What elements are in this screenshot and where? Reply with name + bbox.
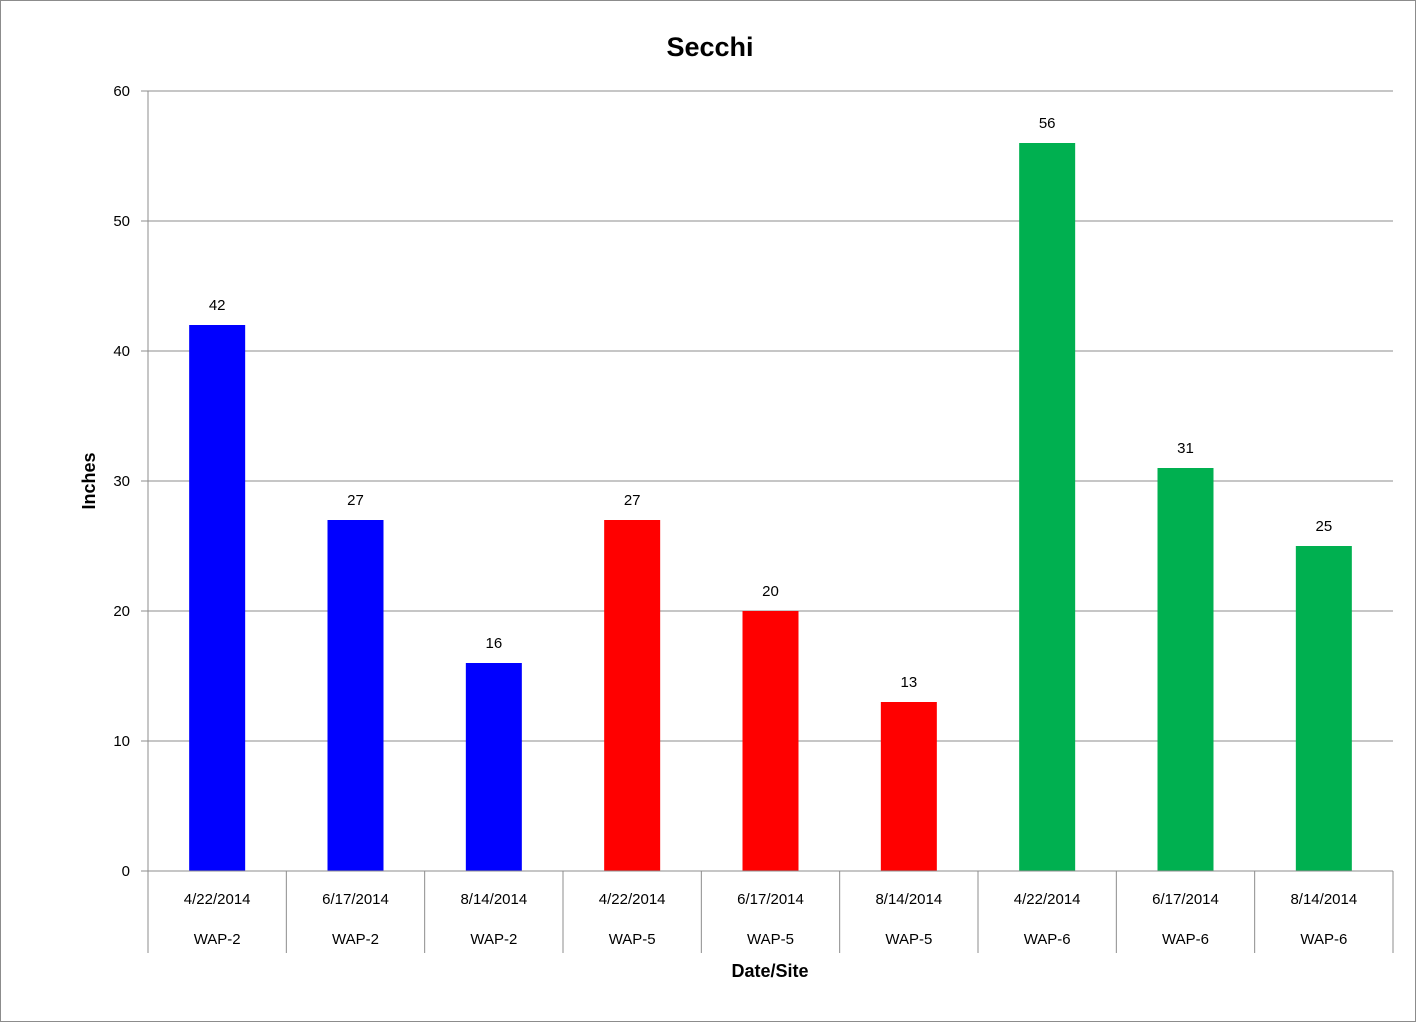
x-category-site: WAP-2 (194, 931, 241, 948)
y-axis-title: Inches (79, 452, 99, 509)
x-category-date: 4/22/2014 (599, 891, 666, 908)
y-axis-ticks: 0 10 20 30 40 50 60 (113, 83, 148, 880)
x-category-site: WAP-5 (747, 931, 794, 948)
x-category-date: 6/17/2014 (737, 891, 804, 908)
x-category-date: 6/17/2014 (322, 891, 389, 908)
x-axis-title: Date/Site (731, 961, 808, 981)
x-category-date: 8/14/2014 (460, 891, 527, 908)
x-category-site: WAP-2 (332, 931, 379, 948)
x-category-site: WAP-2 (470, 931, 517, 948)
x-axis-categories: 4/22/2014 WAP-2 6/17/2014 WAP-2 8/14/2014 WAP… (147, 871, 1394, 953)
data-label: 27 (347, 492, 364, 509)
data-label: 13 (900, 674, 917, 691)
bar (742, 611, 799, 871)
x-category-date: 8/14/2014 (875, 891, 942, 908)
x-category-site: WAP-5 (609, 931, 656, 948)
x-category-date: 4/22/2014 (184, 891, 251, 908)
y-tick-label: 40 (113, 343, 130, 360)
x-category-site: WAP-6 (1300, 931, 1347, 948)
data-label: 25 (1315, 518, 1332, 535)
data-label: 27 (624, 492, 641, 509)
chart-title: Secchi (666, 32, 753, 62)
bar (880, 702, 937, 871)
y-tick-label: 20 (113, 603, 130, 620)
x-category-site: WAP-6 (1162, 931, 1209, 948)
y-tick-label: 60 (113, 83, 130, 100)
bar (1019, 143, 1076, 871)
x-category-date: 6/17/2014 (1152, 891, 1219, 908)
y-tick-label: 50 (113, 213, 130, 230)
x-category-date: 4/22/2014 (1014, 891, 1081, 908)
data-label: 56 (1039, 115, 1056, 132)
data-label: 42 (209, 297, 226, 314)
bar (1157, 468, 1214, 871)
y-tick-label: 30 (113, 473, 130, 490)
x-category-date: 8/14/2014 (1290, 891, 1357, 908)
data-label: 16 (485, 635, 502, 652)
data-label: 20 (762, 583, 779, 600)
y-tick-label: 10 (113, 733, 130, 750)
x-category-site: WAP-6 (1024, 931, 1071, 948)
axes (147, 91, 1393, 872)
bars (189, 143, 1352, 871)
data-label: 31 (1177, 440, 1194, 457)
bar (189, 325, 246, 871)
bar (604, 520, 661, 871)
bar (1295, 546, 1352, 871)
data-labels: 42 27 16 27 20 13 56 31 25 (209, 115, 1332, 691)
x-category-site: WAP-5 (885, 931, 932, 948)
bar (327, 520, 384, 871)
bar (465, 663, 522, 871)
y-tick-label: 0 (122, 863, 130, 880)
